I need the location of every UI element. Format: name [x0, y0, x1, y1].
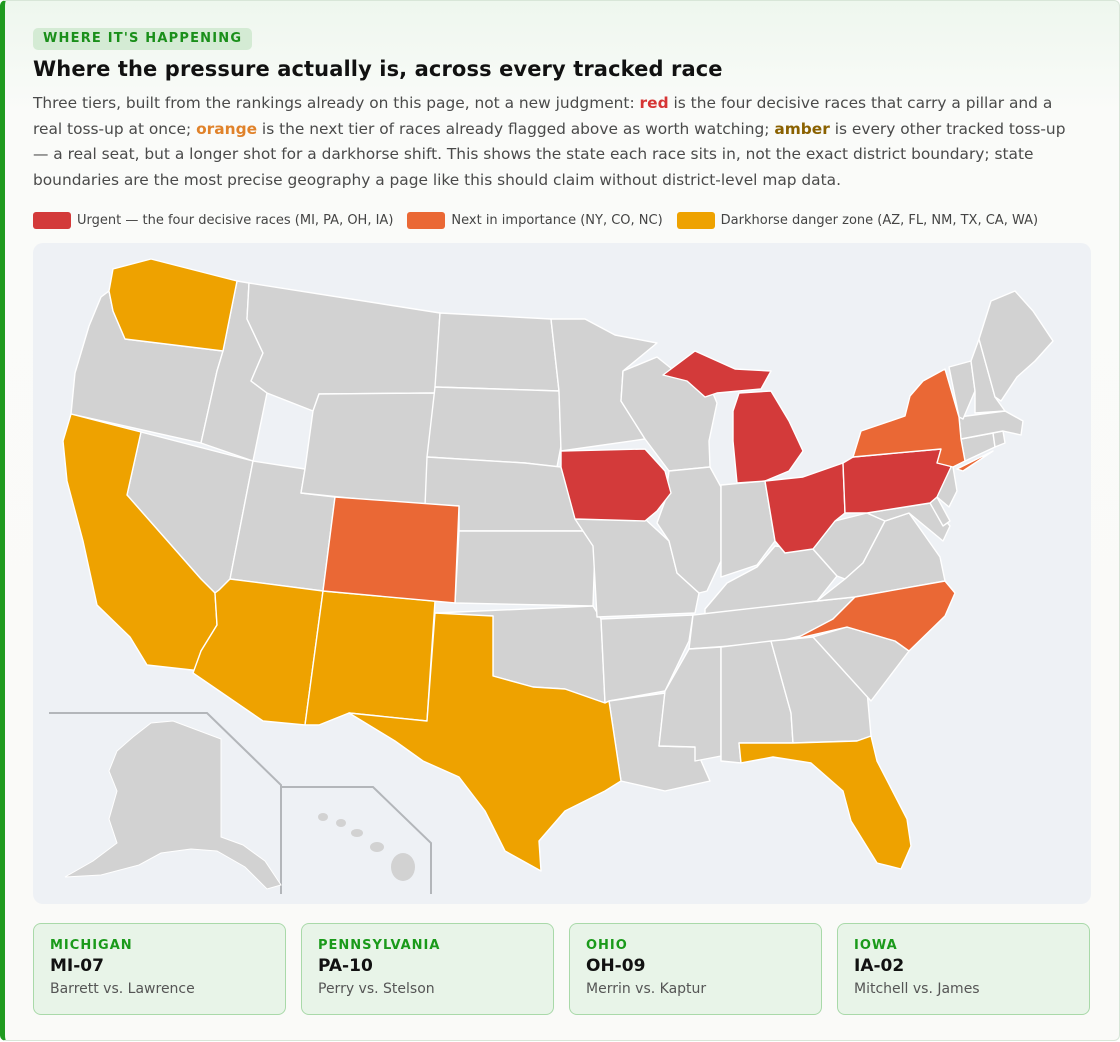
race-district: PA-10 — [318, 956, 373, 976]
legend-item-urgent: Urgent — the four decisive races (MI, PA… — [33, 212, 393, 229]
hawaii-inset — [281, 786, 432, 894]
race-card-pa: PENNSYLVANIA PA-10 Perry vs. Stelson — [301, 923, 554, 1015]
state-MT — [246, 282, 441, 412]
intro-text-3: is the next tier of races already flagge… — [257, 119, 775, 138]
state-MI — [662, 350, 804, 484]
state-IL — [656, 466, 722, 594]
race-state: IOWA — [854, 938, 898, 953]
state-AK — [64, 720, 282, 890]
state-ND — [434, 312, 560, 392]
section-eyebrow-badge: WHERE IT'S HAPPENING — [33, 28, 253, 50]
state-KS — [454, 530, 596, 607]
legend-item-darkhorse: Darkhorse danger zone (AZ, FL, NM, TX, C… — [676, 212, 1039, 229]
state-CO — [322, 496, 460, 604]
state-VT — [948, 360, 976, 420]
alaska-inset — [49, 712, 282, 894]
state-NC — [794, 580, 956, 652]
race-card-oh: OHIO OH-09 Merrin vs. Kaptur — [569, 923, 822, 1015]
race-matchup: Merrin vs. Kaptur — [586, 981, 707, 997]
state-FL — [738, 735, 912, 870]
section-title: Where the pressure actually is, across e… — [33, 57, 723, 81]
race-district: IA-02 — [854, 956, 905, 976]
decisive-races-cards: MICHIGAN MI-07 Barrett vs. Lawrence PENN… — [33, 923, 1090, 1015]
state-OH — [764, 462, 846, 554]
race-district: OH-09 — [586, 956, 646, 976]
legend-label-urgent: Urgent — the four decisive races (MI, PA… — [77, 213, 394, 228]
state-WA — [108, 258, 238, 352]
race-district: MI-07 — [50, 956, 104, 976]
state-HI — [391, 853, 415, 881]
state-SD — [426, 386, 562, 468]
intro-red-word: red — [639, 94, 669, 112]
legend-swatch-urgent — [33, 212, 71, 229]
race-matchup: Mitchell vs. James — [854, 981, 980, 997]
race-state: MICHIGAN — [50, 938, 133, 953]
us-state-map — [33, 243, 1091, 904]
legend-swatch-next — [407, 212, 446, 229]
intro-orange-word: orange — [196, 119, 258, 138]
map-legend: Urgent — the four decisive races (MI, PA… — [33, 212, 1038, 229]
state-WY — [300, 392, 436, 507]
legend-label-next: Next in importance (NY, CO, NC) — [451, 213, 663, 228]
us-map-svg — [49, 258, 1054, 894]
race-matchup: Perry vs. Stelson — [318, 981, 435, 997]
intro-text-2: is the four decisive races that carry a … — [33, 94, 1053, 138]
intro-text-4: is every other tracked toss-up — a real … — [33, 119, 1066, 189]
intro-amber-word: amber — [774, 119, 830, 138]
legend-item-next: Next in importance (NY, CO, NC) — [407, 212, 663, 229]
race-card-ia: IOWA IA-02 Mitchell vs. James — [837, 923, 1090, 1015]
legend-swatch-darkhorse — [676, 212, 715, 229]
state-IA — [560, 448, 672, 522]
state-RI — [992, 430, 1006, 448]
race-card-mi: MICHIGAN MI-07 Barrett vs. Lawrence — [33, 923, 286, 1015]
intro-text-1: Three tiers, built from the rankings alr… — [33, 94, 640, 112]
state-NY — [852, 368, 994, 472]
race-state: PENNSYLVANIA — [318, 938, 441, 953]
section-intro: Three tiers, built from the rankings alr… — [33, 91, 1085, 193]
legend-label-darkhorse: Darkhorse danger zone (AZ, FL, NM, TX, C… — [720, 213, 1039, 228]
state-NM — [304, 590, 436, 726]
race-matchup: Barrett vs. Lawrence — [50, 981, 195, 997]
race-state: OHIO — [586, 938, 628, 953]
state-ME — [978, 290, 1054, 402]
state-TX — [348, 612, 622, 872]
